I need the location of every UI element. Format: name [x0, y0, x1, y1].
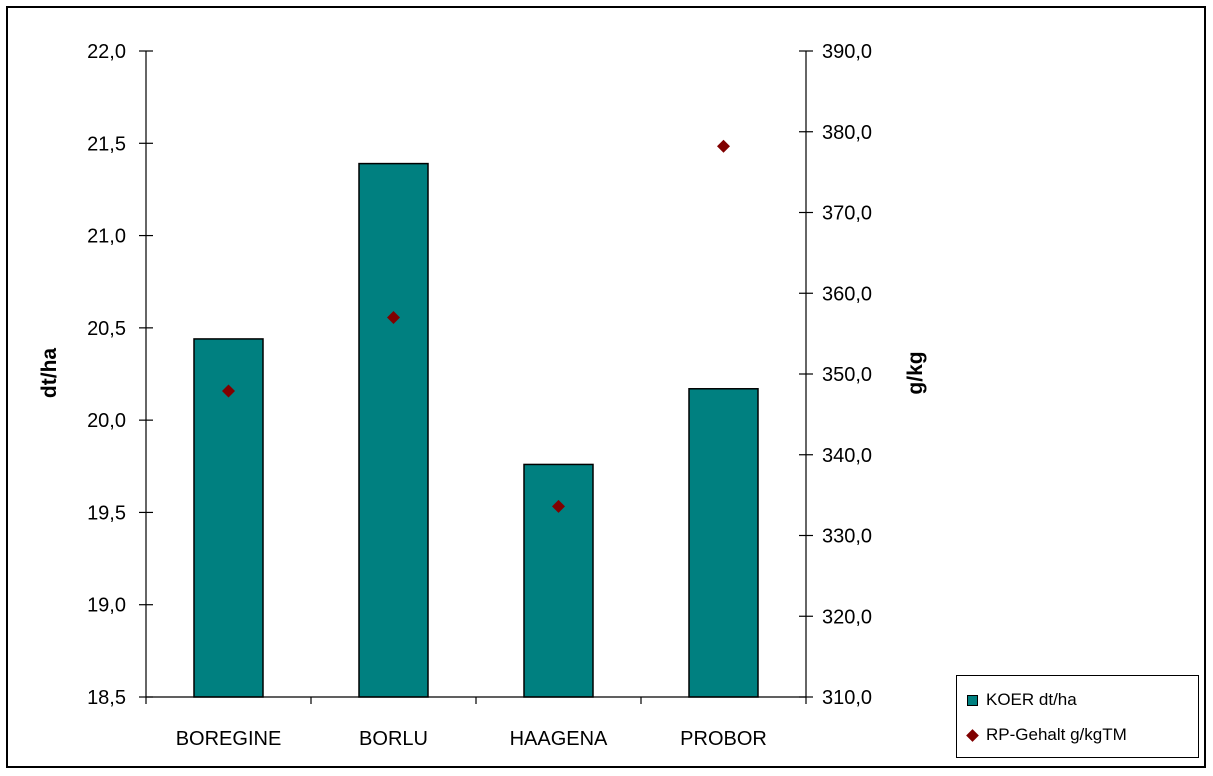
y2-tick-label: 360,0 — [822, 283, 872, 305]
bar-haagena — [523, 463, 594, 698]
marker-borlu — [387, 310, 400, 324]
y2-tick-label: 370,0 — [822, 203, 872, 225]
legend-swatch-bar — [967, 694, 978, 706]
y-tick-label: 20,5 — [87, 318, 126, 340]
legend-label-marker: RP-Gehalt g/kgTM — [986, 725, 1127, 744]
legend-item-bar: KOER dt/ha — [967, 688, 1077, 712]
x-tick-label: PROBOR — [680, 728, 767, 750]
y2-tick-label: 330,0 — [822, 526, 872, 548]
y-tick-label: 20,0 — [87, 410, 126, 432]
y2-tick-label: 350,0 — [822, 364, 872, 386]
legend-item-marker: RP-Gehalt g/kgTM — [966, 723, 1127, 747]
legend-swatch-marker — [966, 728, 979, 742]
marker-probor — [717, 139, 730, 153]
bar-probor — [688, 388, 759, 698]
x-tick-label: BOREGINE — [176, 728, 282, 750]
x-tick-label: HAAGENA — [510, 728, 608, 750]
y-tick-label: 18,5 — [87, 687, 126, 709]
y-tick-label: 22,0 — [87, 41, 126, 63]
marker-haagena — [552, 499, 565, 513]
y-tick-label: 19,5 — [87, 502, 126, 524]
y-axis-label: dt/ha — [38, 348, 61, 398]
y2-tick-label: 340,0 — [822, 445, 872, 467]
legend: KOER dt/ha RP-Gehalt g/kgTM — [956, 675, 1199, 758]
y2-tick-label: 380,0 — [822, 122, 872, 144]
y-tick-label: 19,0 — [87, 595, 126, 617]
legend-label-bar: KOER dt/ha — [986, 690, 1077, 709]
bar-boregine — [193, 338, 264, 698]
y2-tick-label: 390,0 — [822, 41, 872, 63]
y2-tick-label: 310,0 — [822, 687, 872, 709]
y-tick-label: 21,5 — [87, 133, 126, 155]
y2-axis-label: g/kg — [904, 351, 927, 394]
y2-tick-label: 320,0 — [822, 606, 872, 628]
marker-boregine — [222, 384, 235, 398]
bar-borlu — [358, 162, 429, 698]
y-tick-label: 21,0 — [87, 226, 126, 248]
x-tick-label: BORLU — [359, 728, 428, 750]
